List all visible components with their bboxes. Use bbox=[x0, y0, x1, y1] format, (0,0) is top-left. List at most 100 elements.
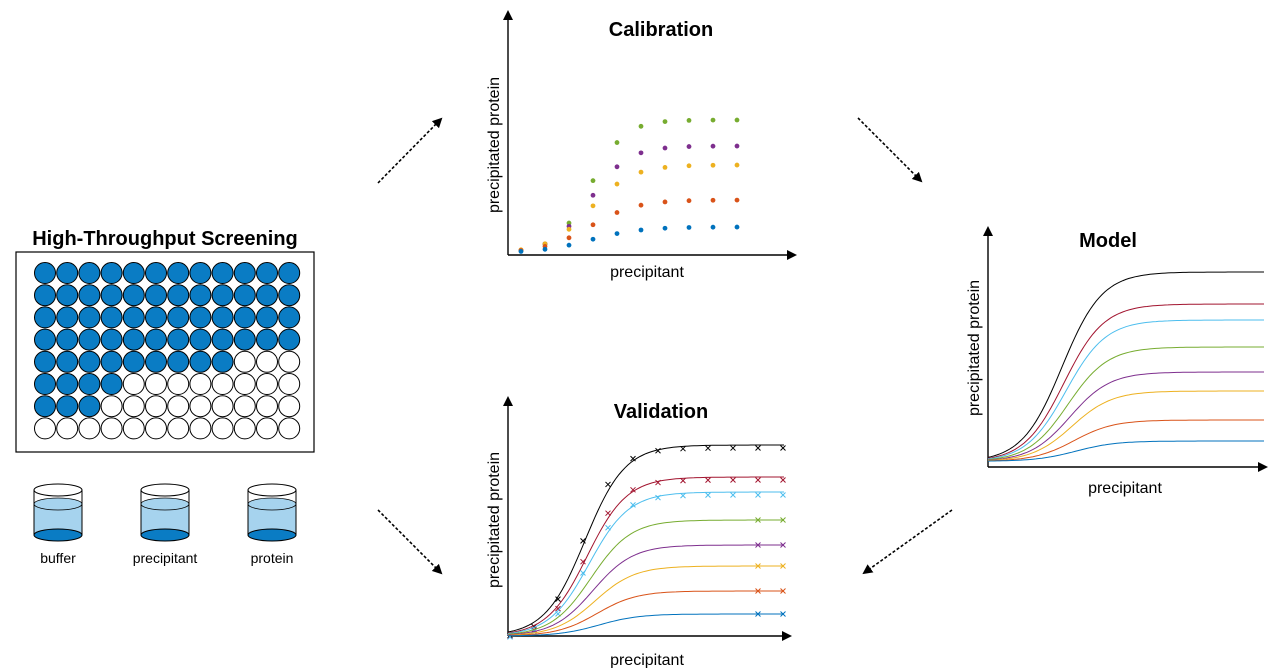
well bbox=[278, 350, 301, 373]
data-point bbox=[710, 117, 716, 123]
y-axis-label: precipitated protein bbox=[486, 77, 503, 213]
well bbox=[34, 284, 56, 307]
validation-title: Validation bbox=[614, 401, 708, 423]
model-curve bbox=[507, 613, 784, 637]
well bbox=[34, 306, 56, 329]
data-point bbox=[590, 236, 596, 242]
measurement bbox=[555, 605, 561, 612]
data-point bbox=[662, 119, 668, 124]
data-point bbox=[518, 249, 524, 254]
well bbox=[145, 306, 167, 329]
well bbox=[56, 350, 79, 373]
well bbox=[256, 262, 278, 284]
data-point bbox=[734, 143, 740, 149]
well bbox=[78, 417, 101, 440]
well bbox=[278, 284, 301, 307]
data-point bbox=[662, 225, 668, 231]
well bbox=[145, 417, 167, 440]
measurement bbox=[655, 479, 661, 486]
beaker-bottom bbox=[33, 528, 83, 542]
well bbox=[100, 328, 123, 351]
model-curve bbox=[987, 371, 1264, 461]
well bbox=[278, 306, 301, 329]
well bbox=[189, 328, 212, 351]
data-point bbox=[566, 235, 572, 241]
well bbox=[256, 306, 278, 329]
well bbox=[78, 262, 101, 284]
measurement bbox=[705, 477, 711, 484]
measurement bbox=[705, 445, 711, 452]
data-point bbox=[686, 225, 692, 230]
measurement bbox=[555, 596, 561, 603]
data-point bbox=[638, 123, 644, 129]
well bbox=[256, 350, 278, 373]
well bbox=[100, 373, 123, 395]
measurement bbox=[580, 537, 586, 544]
well bbox=[189, 395, 212, 418]
data-point bbox=[638, 150, 644, 156]
well bbox=[278, 417, 301, 440]
well bbox=[167, 284, 190, 307]
measurement bbox=[680, 492, 686, 499]
well bbox=[233, 373, 256, 395]
well bbox=[167, 262, 190, 284]
reagent-label: precipitant bbox=[133, 550, 198, 566]
model-curve bbox=[507, 565, 784, 636]
well bbox=[233, 284, 256, 307]
well bbox=[233, 417, 256, 440]
data-point bbox=[662, 145, 668, 151]
data-point bbox=[710, 162, 716, 168]
well bbox=[145, 373, 167, 395]
measurement bbox=[605, 481, 611, 488]
data-point bbox=[614, 210, 620, 215]
measurement bbox=[755, 588, 761, 594]
data-point bbox=[734, 117, 740, 123]
well bbox=[211, 350, 234, 373]
model-curve bbox=[507, 476, 784, 634]
model-curve bbox=[507, 491, 784, 634]
measurement bbox=[755, 517, 761, 523]
well bbox=[122, 328, 145, 351]
data-point bbox=[614, 231, 620, 236]
well bbox=[256, 284, 278, 307]
well bbox=[56, 262, 79, 284]
y-axis-label: precipitated protein bbox=[486, 452, 503, 588]
model-curve bbox=[507, 590, 784, 636]
well bbox=[78, 284, 101, 307]
well bbox=[100, 262, 123, 284]
well bbox=[256, 417, 278, 440]
well bbox=[100, 350, 123, 373]
measurement bbox=[755, 611, 761, 617]
data-point bbox=[614, 164, 620, 170]
well bbox=[145, 262, 167, 284]
data-point bbox=[686, 144, 692, 149]
well bbox=[145, 284, 167, 307]
well-plate bbox=[15, 251, 315, 453]
well bbox=[278, 262, 301, 284]
measurement bbox=[730, 445, 736, 451]
well bbox=[56, 373, 79, 395]
data-point bbox=[638, 227, 644, 233]
measurement bbox=[630, 501, 636, 508]
measurement bbox=[780, 477, 786, 483]
data-point bbox=[710, 197, 716, 203]
data-point bbox=[566, 220, 572, 226]
screening-title: High-Throughput Screening bbox=[32, 228, 298, 250]
well bbox=[233, 262, 256, 284]
data-point bbox=[542, 246, 548, 252]
measurement bbox=[755, 492, 761, 498]
data-point bbox=[686, 198, 692, 204]
beaker-rim bbox=[247, 483, 297, 497]
measurement bbox=[680, 477, 686, 484]
data-point bbox=[710, 143, 716, 149]
model-title: Model bbox=[1079, 230, 1137, 252]
well bbox=[122, 306, 145, 329]
measurement bbox=[680, 445, 686, 452]
well bbox=[78, 306, 101, 329]
well bbox=[100, 417, 123, 440]
data-point bbox=[638, 169, 644, 175]
well bbox=[122, 350, 145, 373]
data-point bbox=[590, 222, 596, 228]
measurement bbox=[755, 445, 761, 451]
model-curve bbox=[987, 319, 1264, 460]
